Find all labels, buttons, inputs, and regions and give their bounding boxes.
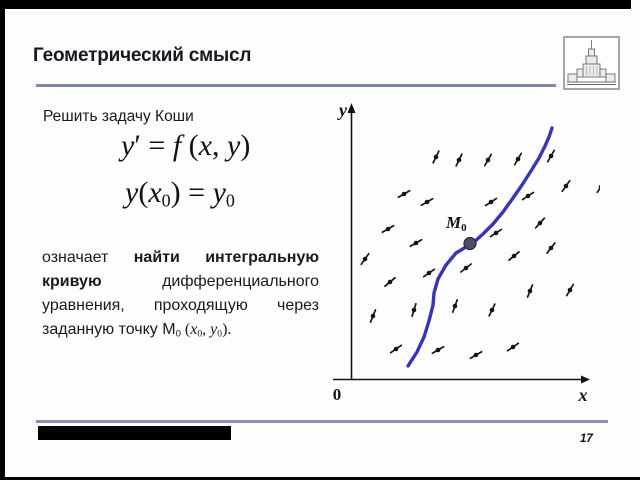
text-segment: 0: [161, 190, 171, 211]
explanation-paragraph: означает найти интегральную кривую диффе…: [42, 246, 319, 346]
point-M0-label: M0: [445, 213, 467, 234]
text-segment: y: [212, 176, 226, 209]
point-M0: [463, 236, 477, 251]
field-segment-dot: [598, 184, 600, 190]
intro-text: Решить задачу Коши: [43, 108, 194, 125]
field-segment-dot: [424, 199, 430, 205]
x-axis-label: x: [578, 385, 588, 405]
formula-ode: y′ = f (x, y): [121, 129, 250, 163]
field-segment-dot: [563, 183, 569, 189]
field-segment-dot: [387, 279, 393, 285]
field-segment-dot: [463, 265, 469, 271]
field-segment-dot: [393, 346, 399, 352]
text-segment: ′: [134, 129, 141, 162]
y-axis-arrow: [347, 103, 356, 113]
field-segment-dot: [435, 347, 441, 353]
field-segment-dot: [426, 270, 432, 276]
text-segment: ) =: [170, 176, 213, 209]
text-segment: =: [140, 129, 173, 162]
text-segment: x: [190, 321, 198, 338]
slide-title: Геометрический смысл: [33, 45, 252, 66]
field-segment-dot: [493, 230, 499, 236]
field-segment-dot: [537, 220, 543, 226]
integral-curve: [406, 126, 554, 368]
field-segment-dot: [489, 307, 495, 313]
field-segment-dot: [515, 156, 521, 162]
text-segment: (: [181, 129, 199, 162]
formula-initial-condition: y(x0) = y0: [125, 176, 235, 212]
field-segment-dot: [567, 287, 573, 293]
field-segment-dot: [473, 352, 479, 358]
screen-bottom-edge: [0, 477, 640, 480]
text-segment: y: [210, 321, 218, 338]
text-segment: ,: [202, 321, 211, 338]
field-segment-dot: [411, 307, 417, 313]
screen-top-edge: [0, 0, 631, 9]
screen-left-edge: [0, 0, 5, 480]
field-segment-dot: [527, 288, 533, 294]
field-segment-dot: [511, 253, 517, 259]
university-logo: [563, 36, 620, 90]
field-segment-dot: [413, 240, 419, 246]
field-segment-dot: [488, 199, 494, 205]
field-segment: [596, 186, 600, 194]
field-segment-dot: [548, 153, 554, 159]
text-segment: x: [148, 176, 162, 209]
field-segment-dot: [385, 226, 391, 232]
text-segment: (: [180, 321, 191, 338]
page-number: 17: [580, 433, 593, 445]
text-segment: означает: [42, 249, 134, 266]
text-segment: y: [226, 129, 241, 162]
text-segment: x: [198, 129, 212, 162]
footer-divider: [36, 420, 608, 423]
field-segment-dot: [548, 245, 554, 251]
direction-field-diagram: y x 0 M0: [333, 100, 600, 405]
text-segment: ,: [211, 129, 227, 162]
text-segment: 0: [217, 328, 223, 340]
field-segment-dot: [452, 303, 458, 309]
field-segment-dot: [510, 344, 516, 350]
field-segment-dot: [362, 256, 368, 262]
redacted-footer-bar: [38, 426, 231, 440]
field-segment-dot: [456, 157, 462, 163]
text-segment: y: [125, 176, 139, 209]
field-segment-dot: [525, 193, 531, 199]
text-segment: ): [240, 129, 251, 162]
text-segment: (: [138, 176, 149, 209]
title-divider: [36, 84, 556, 87]
text-segment: 0: [225, 190, 235, 211]
text-segment: 0: [175, 328, 181, 340]
y-axis-label: y: [337, 100, 348, 120]
text-segment: дифференциального уравнения, проходящую …: [42, 273, 319, 338]
field-segment-dot: [485, 157, 491, 163]
field-segment-dot: [401, 191, 407, 197]
origin-label: 0: [333, 385, 342, 404]
text-segment: f: [172, 129, 182, 162]
text-segment: 0: [197, 328, 203, 340]
text-segment: найти интегральную кривую: [42, 249, 319, 290]
text-segment: y: [121, 129, 135, 162]
field-segment-dot: [370, 313, 376, 319]
x-axis-arrow: [581, 375, 590, 384]
field-segment-dot: [433, 154, 439, 160]
text-segment: ).: [222, 321, 232, 338]
